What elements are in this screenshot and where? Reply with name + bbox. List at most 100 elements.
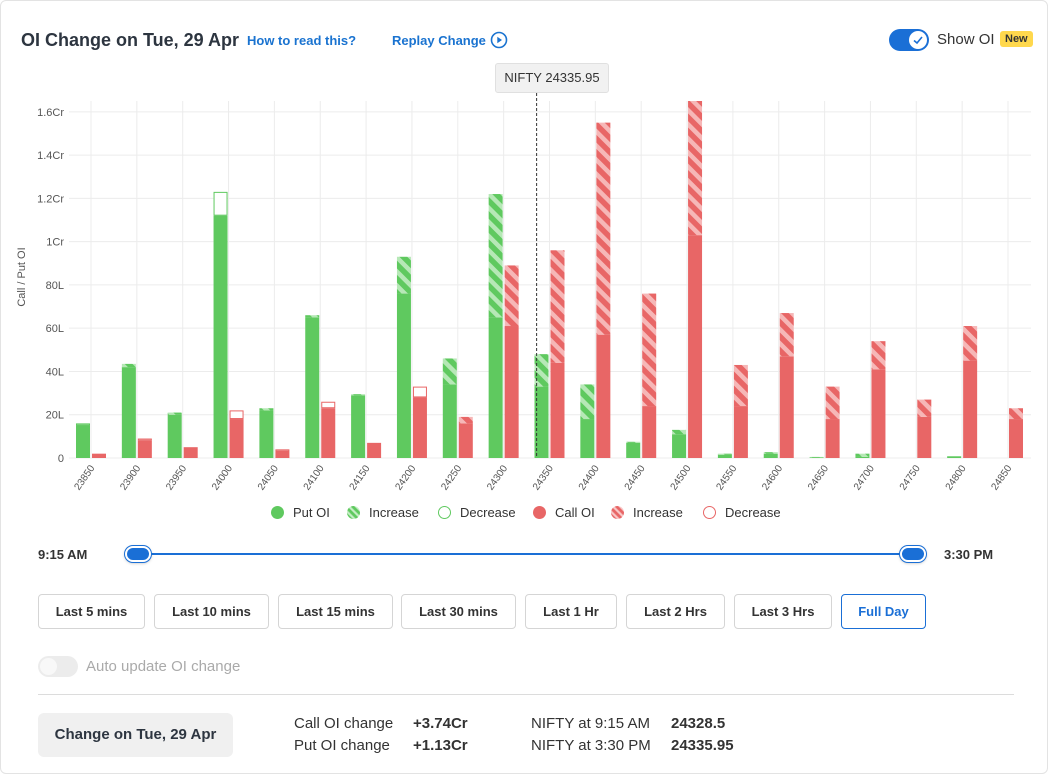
legend-call-oi[interactable]: Call OI	[533, 505, 595, 520]
call-oi-bar	[963, 360, 978, 458]
time-slider-start-handle[interactable]	[125, 546, 151, 562]
page-title: OI Change on Tue, 29 Apr	[21, 30, 240, 50]
y-tick-label: 1.2Cr	[37, 193, 64, 205]
legend-put-decrease[interactable]: Decrease	[438, 505, 516, 520]
call-oi-bar	[733, 406, 748, 458]
range-last-1-hr-button[interactable]: Last 1 Hr	[525, 594, 617, 629]
slider-end-label: 3:30 PM	[944, 547, 994, 562]
range-last-3-hrs-button[interactable]: Last 3 Hrs	[734, 594, 832, 629]
chart-bars	[76, 101, 1023, 458]
put-oi-bar	[626, 442, 641, 458]
call-decrease-bar	[137, 438, 152, 441]
legend-label: Decrease	[725, 505, 781, 520]
x-tick-label: 24850	[989, 463, 1014, 492]
call-oi-bar	[92, 453, 106, 458]
how-to-read-link[interactable]: How to read this?	[247, 33, 357, 48]
x-tick-label: 24750	[898, 463, 923, 492]
call-increase-bar	[825, 386, 840, 420]
call-oi-bar	[137, 440, 152, 458]
show-oi-toggle[interactable]	[889, 29, 929, 51]
legend-label: Decrease	[460, 505, 516, 520]
put-oi-bar	[121, 367, 136, 458]
put-oi-change-value: +1.13Cr	[413, 737, 468, 754]
range-last-15-mins-button[interactable]: Last 15 mins	[278, 594, 393, 629]
call-decrease-bar	[321, 401, 336, 409]
call-oi-bar	[550, 362, 565, 458]
new-badge: New	[1000, 31, 1033, 47]
x-tick-label: 24800	[944, 463, 969, 492]
call-oi-bar	[458, 423, 473, 458]
put-decrease-swatch	[438, 506, 451, 519]
call-oi-bar	[229, 419, 244, 458]
call-decrease-bar	[229, 410, 244, 420]
put-oi-bar	[259, 410, 274, 458]
call-oi-bar	[825, 419, 840, 458]
put-oi-bar	[396, 293, 411, 458]
put-decrease-bar	[213, 191, 228, 216]
put-oi-bar	[534, 386, 549, 458]
spot-tooltip: NIFTY 24335.95	[495, 63, 609, 93]
range-last-2-hrs-button[interactable]: Last 2 Hrs	[626, 594, 725, 629]
legend-put-oi[interactable]: Put OI	[271, 505, 330, 520]
put-oi-bar	[351, 395, 366, 458]
divider	[38, 694, 1014, 695]
legend-call-decrease[interactable]: Decrease	[703, 505, 781, 520]
put-oi-bar	[488, 317, 503, 458]
call-oi-bar	[871, 369, 886, 458]
call-increase-bar	[550, 250, 565, 363]
put-oi-bar	[809, 457, 824, 458]
range-last-30-mins-button[interactable]: Last 30 mins	[401, 594, 516, 629]
call-decrease-swatch	[703, 506, 716, 519]
put-oi-bar	[76, 425, 90, 458]
time-slider-track[interactable]	[138, 553, 914, 555]
put-increase-bar	[442, 358, 457, 385]
change-date-button[interactable]: Change on Tue, 29 Apr	[38, 713, 233, 757]
put-increase-bar	[763, 452, 778, 454]
auto-update-toggle[interactable]	[38, 656, 78, 677]
put-increase-swatch	[347, 506, 360, 519]
put-decrease-bar	[76, 423, 90, 426]
x-tick-label: 24500	[669, 463, 694, 492]
call-oi-bar	[412, 397, 427, 458]
call-oi-swatch	[533, 506, 546, 519]
nifty-close-label: NIFTY at 3:30 PM	[531, 737, 651, 754]
put-oi-bar	[167, 414, 182, 458]
call-increase-bar	[1009, 408, 1023, 420]
y-axis-ticks: 0 20L 40L 60L 80L 1Cr 1.2Cr 1.4Cr 1.6Cr	[37, 107, 64, 465]
put-oi-swatch	[271, 506, 284, 519]
put-oi-bar	[763, 453, 778, 458]
range-full-day-button[interactable]: Full Day	[841, 594, 926, 629]
call-increase-bar	[779, 313, 794, 357]
time-slider-end-handle[interactable]	[900, 546, 926, 562]
put-increase-bar	[259, 408, 274, 411]
put-oi-bar	[672, 434, 687, 458]
x-tick-label: 23900	[118, 463, 143, 492]
range-last-5-mins-button[interactable]: Last 5 mins	[38, 594, 145, 629]
call-oi-bar	[688, 235, 703, 458]
range-last-10-mins-button[interactable]: Last 10 mins	[154, 594, 269, 629]
replay-change-link[interactable]: Replay Change	[392, 33, 486, 48]
x-tick-label: 24150	[348, 463, 373, 492]
x-tick-label: 24450	[623, 463, 648, 492]
call-oi-bar	[596, 334, 611, 458]
put-increase-bar	[672, 429, 687, 435]
nifty-close-value: 24335.95	[671, 737, 734, 754]
x-tick-label: 24200	[393, 463, 418, 492]
x-tick-label: 24000	[210, 463, 235, 492]
x-tick-label: 24650	[806, 463, 831, 492]
put-increase-bar	[717, 453, 732, 455]
x-tick-label: 24100	[302, 463, 327, 492]
chart-legend: Put OI Increase Decrease Call OI Increas…	[1, 505, 1050, 523]
x-tick-label: 24300	[485, 463, 510, 492]
x-tick-label: 24050	[256, 463, 281, 492]
call-oi-bar	[642, 406, 657, 458]
legend-call-increase[interactable]: Increase	[611, 505, 683, 520]
x-tick-label: 24400	[577, 463, 602, 492]
legend-put-increase[interactable]: Increase	[347, 505, 419, 520]
put-oi-bar	[580, 419, 595, 458]
y-tick-label: 1.4Cr	[37, 150, 64, 162]
put-increase-bar	[351, 394, 366, 396]
play-circle-icon[interactable]	[490, 31, 508, 49]
x-tick-label: 23850	[72, 463, 97, 492]
